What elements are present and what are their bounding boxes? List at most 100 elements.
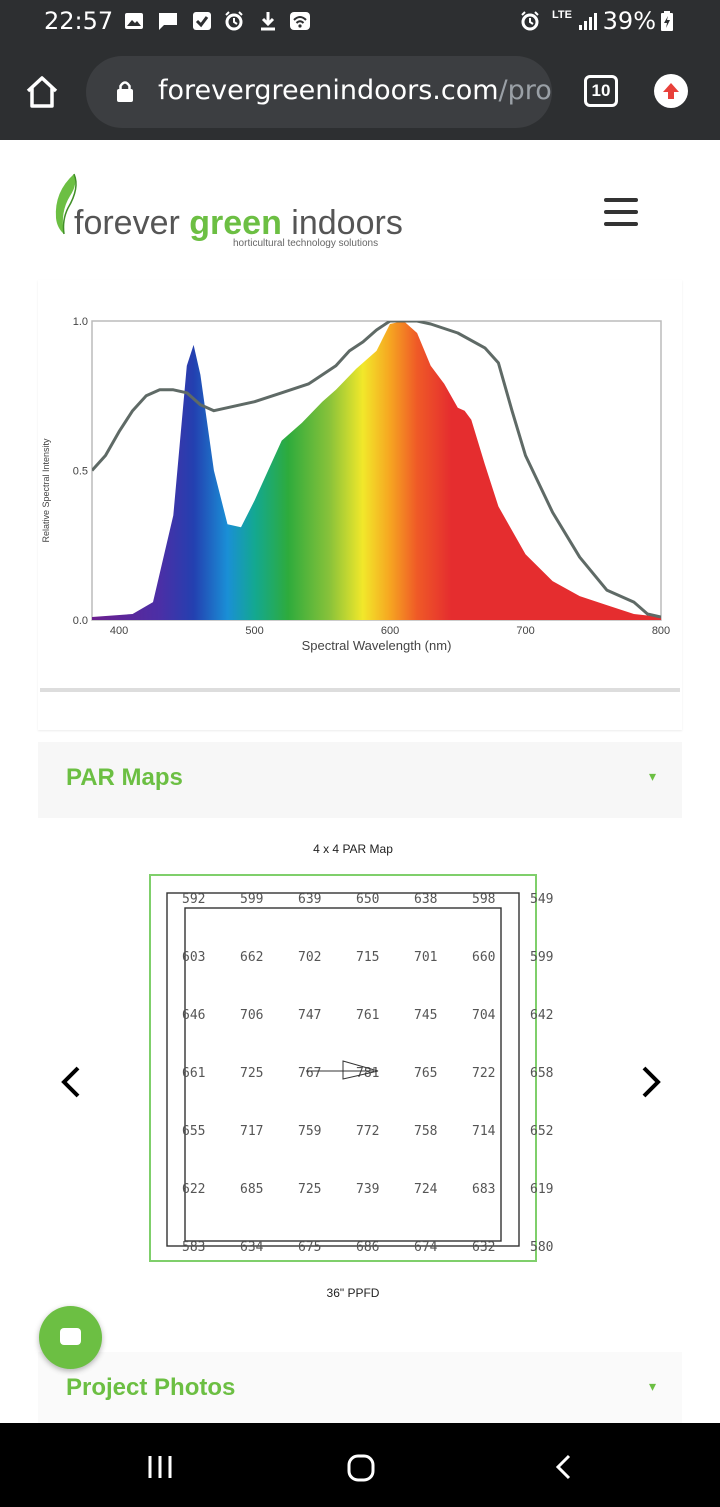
url-text: forevergreenindoors.com/proc (158, 75, 552, 106)
logo-word-indoors: indoors (281, 204, 403, 242)
par-map-caption: 36" PPFD (326, 1286, 380, 1300)
par-value: 745 (414, 1008, 437, 1023)
status-bar: 22:57 LTE 39% (0, 0, 720, 44)
par-value: 634 (240, 1240, 264, 1255)
par-value: 685 (240, 1182, 263, 1197)
par-value: 722 (472, 1066, 495, 1081)
par-value: 632 (472, 1240, 495, 1255)
logo-wordmark: forever green indoors (74, 204, 403, 243)
par-value: 702 (298, 950, 321, 965)
par-map-outer-frame (149, 874, 537, 1262)
update-button[interactable] (654, 74, 688, 108)
par-value: 725 (240, 1066, 263, 1081)
par-maps-accordion-header[interactable]: PAR Maps ▾ (38, 742, 682, 818)
par-value: 717 (240, 1124, 263, 1139)
par-value: 646 (182, 1008, 205, 1023)
url-path: /proc (498, 75, 552, 106)
x-tick-label: 700 (516, 625, 534, 637)
par-value: 725 (298, 1182, 321, 1197)
spectrum-chart: 400 500 600 700 800 0.0 0.5 1.0 Spectral Wavele… (41, 316, 670, 653)
battery-percent: 39% (602, 7, 656, 35)
download-icon (261, 12, 275, 31)
par-map-inner-frame (184, 907, 502, 1242)
par-value: 655 (182, 1124, 205, 1139)
home-nav-icon[interactable] (346, 1453, 376, 1483)
par-value: 583 (182, 1240, 205, 1255)
chat-button[interactable] (39, 1306, 102, 1369)
arrow-up-icon (663, 83, 679, 99)
par-value: 765 (414, 1066, 437, 1081)
back-icon[interactable] (550, 1453, 578, 1481)
logo-word-forever: forever (74, 204, 190, 242)
par-value: 674 (414, 1240, 438, 1255)
alarm-icon (521, 11, 539, 31)
par-value: 761 (356, 1008, 379, 1023)
battery-charging-icon (661, 11, 673, 31)
par-value: 683 (472, 1182, 495, 1197)
par-value: 603 (182, 950, 205, 965)
status-time: 22:57 (44, 7, 114, 35)
par-value: 758 (414, 1124, 437, 1139)
par-value: 650 (356, 892, 379, 907)
par-value: 599 (530, 950, 553, 965)
x-tick-label: 400 (110, 625, 128, 637)
project-photos-heading: Project Photos (66, 1374, 236, 1401)
par-value: 767 (298, 1066, 321, 1081)
url-bar[interactable]: forevergreenindoors.com/proc (86, 56, 552, 128)
home-icon[interactable] (24, 74, 60, 110)
y-axis-label: Relative Spectral Intensity (41, 438, 51, 543)
checkbox-icon (193, 12, 211, 30)
spectrum-panel: 400 500 600 700 800 0.0 0.5 1.0 Spectral Wavele… (38, 280, 682, 730)
network-type: LTE (552, 9, 572, 21)
par-value: 658 (530, 1066, 553, 1081)
par-value: 662 (240, 950, 263, 965)
carousel-prev-icon[interactable] (52, 1062, 92, 1102)
par-value: 715 (356, 950, 379, 965)
par-value: 714 (472, 1124, 496, 1139)
par-value: 598 (472, 892, 495, 907)
chevron-down-icon: ▾ (648, 1378, 656, 1394)
y-tick-label: 0.0 (73, 615, 88, 627)
par-map-image: 592 599 639 650 638 598 549 603 662 702 715 701 660 5… (149, 874, 553, 1262)
par-value: 759 (298, 1124, 321, 1139)
par-value: 592 (182, 892, 205, 907)
par-value: 642 (530, 1008, 553, 1023)
par-value: 599 (240, 892, 263, 907)
par-map-frame (166, 892, 520, 1247)
par-value: 549 (530, 892, 553, 907)
par-value: 638 (414, 892, 437, 907)
wifi-icon (290, 12, 310, 30)
tab-switcher-button[interactable]: 10 (584, 75, 618, 107)
par-value: 701 (414, 950, 437, 965)
par-value: 724 (414, 1182, 438, 1197)
y-tick-label: 0.5 (73, 466, 88, 478)
carousel-next-icon[interactable] (630, 1062, 670, 1102)
par-value: 704 (472, 1008, 496, 1023)
recent-apps-icon[interactable] (146, 1453, 174, 1481)
arrow-icon (306, 1060, 379, 1080)
menu-icon[interactable] (604, 198, 638, 226)
spectrum-area (92, 321, 661, 620)
project-photos-accordion-header[interactable]: Project Photos ▾ (38, 1352, 682, 1428)
par-value: 675 (298, 1240, 321, 1255)
par-value: 706 (240, 1008, 263, 1023)
x-tick-label: 500 (245, 625, 263, 637)
x-tick-label: 800 (652, 625, 670, 637)
par-value: 639 (298, 892, 321, 907)
par-value: 652 (530, 1124, 553, 1139)
browser-toolbar: forevergreenindoors.com/proc 10 (0, 44, 720, 140)
par-value: 580 (530, 1240, 553, 1255)
chevron-down-icon: ▾ (648, 768, 656, 784)
chat-bubble-icon (60, 1328, 81, 1345)
site-logo[interactable]: forever green indoors horticultural tech… (26, 160, 430, 268)
reference-curve (92, 321, 661, 619)
par-value: 619 (530, 1182, 553, 1197)
par-maps-heading: PAR Maps (66, 764, 183, 791)
logo-word-green: green (189, 204, 282, 242)
gallery-icon (125, 13, 143, 29)
par-value: 747 (298, 1008, 321, 1023)
lock-icon (117, 81, 133, 102)
x-tick-label: 600 (381, 625, 399, 637)
signal-icon (579, 13, 597, 30)
divider (40, 688, 680, 692)
